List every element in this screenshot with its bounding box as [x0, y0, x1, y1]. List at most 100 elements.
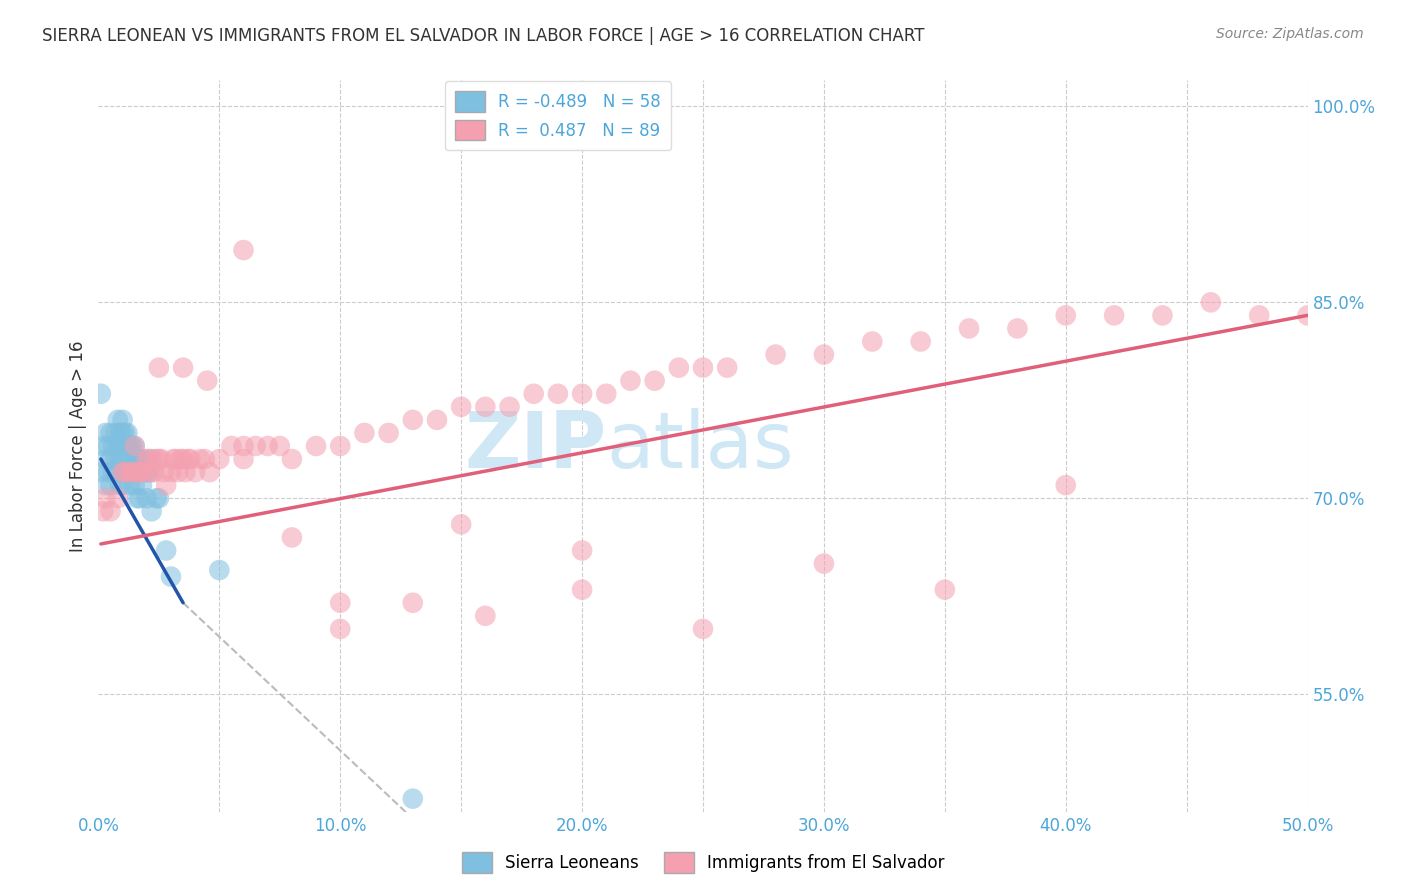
- Text: atlas: atlas: [606, 408, 794, 484]
- Point: [208, 563, 231, 577]
- Point: [107, 413, 129, 427]
- Point: [426, 413, 449, 427]
- Point: [114, 439, 136, 453]
- Point: [117, 425, 139, 440]
- Point: [194, 452, 217, 467]
- Point: [232, 452, 254, 467]
- Point: [377, 425, 399, 440]
- Point: [957, 321, 980, 335]
- Point: [117, 465, 139, 479]
- Point: [100, 425, 122, 440]
- Point: [162, 452, 184, 467]
- Point: [402, 596, 425, 610]
- Point: [195, 374, 218, 388]
- Point: [111, 478, 134, 492]
- Point: [329, 596, 352, 610]
- Point: [118, 452, 141, 467]
- Point: [177, 452, 200, 467]
- Point: [305, 439, 328, 453]
- Point: [94, 491, 117, 506]
- Point: [128, 465, 150, 479]
- Legend: R = -0.489   N = 58, R =  0.487   N = 89: R = -0.489 N = 58, R = 0.487 N = 89: [444, 81, 671, 150]
- Point: [256, 439, 278, 453]
- Point: [155, 543, 177, 558]
- Text: Source: ZipAtlas.com: Source: ZipAtlas.com: [1216, 27, 1364, 41]
- Point: [121, 439, 143, 453]
- Point: [124, 478, 146, 492]
- Point: [100, 478, 122, 492]
- Point: [131, 465, 153, 479]
- Point: [101, 439, 124, 453]
- Point: [121, 465, 143, 479]
- Point: [138, 465, 160, 479]
- Point: [329, 439, 352, 453]
- Point: [141, 504, 163, 518]
- Point: [108, 425, 131, 440]
- Point: [108, 478, 131, 492]
- Point: [135, 491, 157, 506]
- Point: [148, 491, 170, 506]
- Point: [172, 360, 194, 375]
- Point: [450, 517, 472, 532]
- Point: [221, 439, 243, 453]
- Point: [131, 478, 153, 492]
- Point: [107, 491, 129, 506]
- Point: [281, 452, 304, 467]
- Point: [104, 452, 127, 467]
- Point: [108, 452, 131, 467]
- Point: [1054, 478, 1077, 492]
- Point: [148, 360, 170, 375]
- Point: [97, 439, 120, 453]
- Point: [131, 452, 153, 467]
- Point: [134, 465, 156, 479]
- Point: [450, 400, 472, 414]
- Point: [135, 465, 157, 479]
- Point: [124, 452, 146, 467]
- Point: [232, 439, 254, 453]
- Point: [1249, 309, 1271, 323]
- Point: [1199, 295, 1222, 310]
- Point: [118, 465, 141, 479]
- Point: [402, 791, 425, 805]
- Point: [134, 465, 156, 479]
- Point: [160, 465, 183, 479]
- Point: [1054, 309, 1077, 323]
- Point: [1102, 309, 1125, 323]
- Point: [571, 386, 593, 401]
- Point: [117, 439, 139, 453]
- Point: [474, 400, 496, 414]
- Point: [107, 465, 129, 479]
- Point: [1296, 309, 1319, 323]
- Point: [141, 452, 163, 467]
- Point: [692, 622, 714, 636]
- Point: [100, 452, 122, 467]
- Point: [668, 360, 690, 375]
- Point: [174, 465, 197, 479]
- Point: [813, 557, 835, 571]
- Point: [91, 504, 114, 518]
- Point: [245, 439, 267, 453]
- Text: ZIP: ZIP: [464, 408, 606, 484]
- Point: [595, 386, 617, 401]
- Point: [402, 413, 425, 427]
- Point: [97, 465, 120, 479]
- Point: [148, 452, 170, 467]
- Point: [198, 465, 221, 479]
- Point: [184, 465, 207, 479]
- Point: [179, 452, 201, 467]
- Point: [111, 452, 134, 467]
- Point: [232, 243, 254, 257]
- Point: [571, 582, 593, 597]
- Y-axis label: In Labor Force | Age > 16: In Labor Force | Age > 16: [69, 340, 87, 552]
- Point: [169, 452, 191, 467]
- Point: [127, 465, 149, 479]
- Point: [765, 348, 787, 362]
- Point: [165, 452, 187, 467]
- Point: [90, 386, 112, 401]
- Point: [281, 530, 304, 544]
- Point: [716, 360, 738, 375]
- Point: [188, 452, 211, 467]
- Point: [143, 465, 166, 479]
- Point: [124, 439, 146, 453]
- Point: [160, 569, 183, 583]
